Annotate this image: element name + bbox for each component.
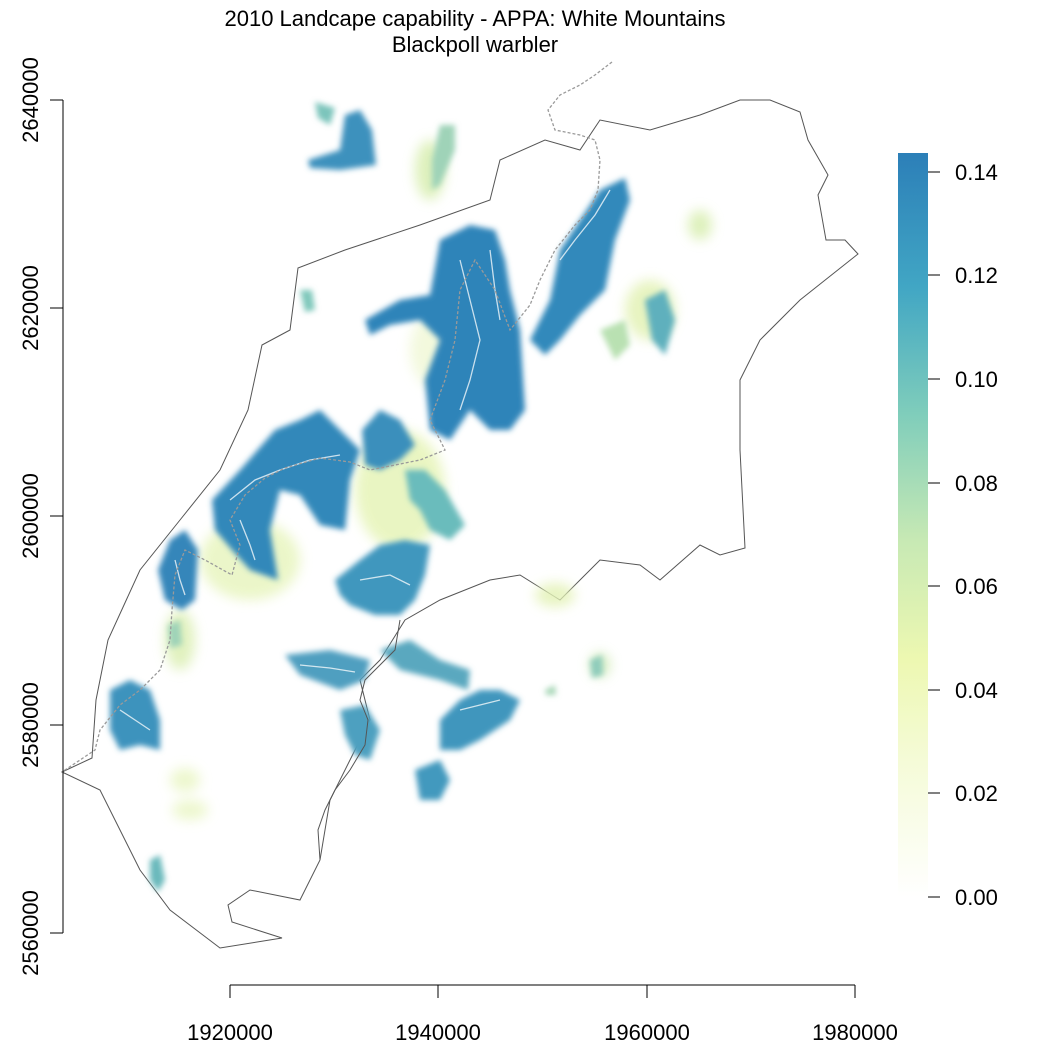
title-line-1: 2010 Landcape capability - APPA: White M… (224, 6, 726, 31)
legend-tick-label: 0.08 (955, 471, 998, 496)
study-area-boundary (60, 99, 859, 949)
appalachian-trail (61, 61, 613, 773)
legend-colorbar (898, 153, 928, 897)
x-axis (229, 984, 856, 998)
y-tick-label: 2620000 (18, 265, 43, 351)
legend-tick-label: 0.06 (955, 574, 998, 599)
y-axis (50, 99, 64, 934)
title-line-2: Blackpoll warbler (391, 32, 559, 57)
x-tick-label: 1920000 (187, 1020, 273, 1045)
legend-tick-label: 0.12 (955, 263, 998, 288)
y-tick-label: 2560000 (18, 890, 43, 976)
y-tick-label: 2600000 (18, 473, 43, 559)
legend-tick-label: 0.04 (955, 678, 998, 703)
capability-raster (110, 102, 712, 892)
color-legend: 0.00 0.02 0.04 0.06 0.08 0.10 0.12 0.14 (898, 153, 998, 910)
legend-tick-label: 0.14 (955, 160, 998, 185)
y-tick-label: 2580000 (18, 682, 43, 768)
state-boundary (317, 619, 401, 861)
x-tick-label: 1940000 (395, 1020, 481, 1045)
map-title: 2010 Landcape capability - APPA: White M… (0, 6, 950, 58)
legend-tick-label: 0.00 (955, 885, 998, 910)
legend-tick-label: 0.02 (955, 781, 998, 806)
y-tick-label: 2640000 (18, 57, 43, 143)
x-tick-label: 1960000 (604, 1020, 690, 1045)
legend-tick-label: 0.10 (955, 367, 998, 392)
x-tick-label: 1980000 (812, 1020, 898, 1045)
